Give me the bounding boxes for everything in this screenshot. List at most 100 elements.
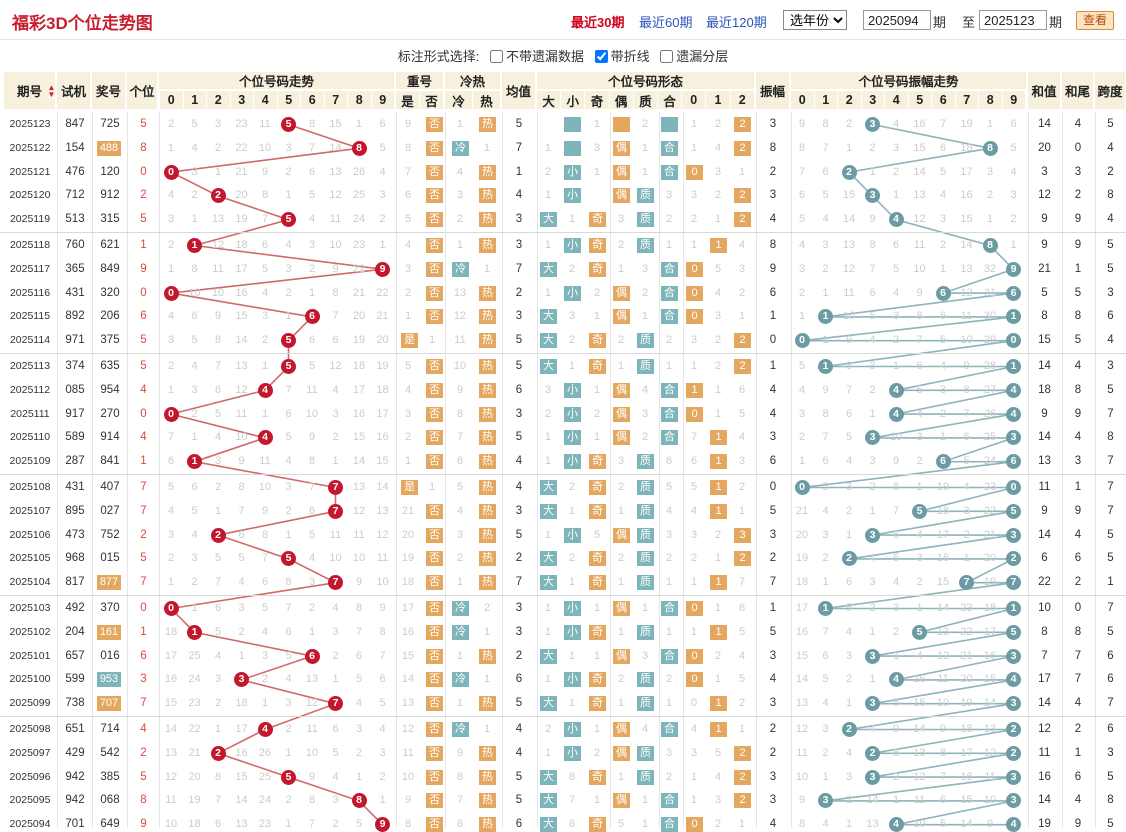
nav-recent-60[interactable]: 最近60期 [639, 15, 693, 30]
repeat-yes-omission: 2 [404, 286, 412, 299]
amp-omission: 5 [916, 383, 923, 396]
amp-omission: 1 [916, 481, 923, 493]
odd-omission: 1 [593, 383, 601, 396]
mod3-badge: 2 [734, 551, 751, 567]
trend-omission: 10 [188, 286, 201, 299]
trend-omission: 3 [191, 165, 198, 178]
amp-omission: 14 [913, 723, 926, 735]
trend-omission: 18 [352, 360, 366, 372]
trend-ball: 5 [281, 117, 296, 132]
span-cell: 6 [1107, 673, 1114, 686]
period-cell: 2025105 [9, 552, 51, 565]
big-badge: 大 [540, 648, 557, 664]
composite-omission: 2 [665, 334, 673, 347]
mod3-omission: 3 [690, 746, 698, 759]
cold-badge: 冷 [452, 261, 469, 277]
amp-digit-header: 7 [955, 91, 979, 110]
repeat-yes-omission: 7 [404, 165, 412, 178]
trend-omission: 3 [355, 723, 363, 735]
amp-omission: 4 [892, 118, 900, 130]
odd-omission: 1 [593, 431, 601, 444]
to-unit-label: 期 [1049, 15, 1063, 30]
trend-omission: 22 [376, 286, 389, 299]
trend-ball: 4 [257, 722, 273, 737]
amp-ball: 2 [1006, 745, 1021, 761]
mod3-omission: 1 [690, 794, 698, 807]
amp-omission: 1 [869, 407, 876, 420]
trend-omission: 17 [235, 723, 248, 735]
trend-omission: 5 [379, 697, 386, 710]
trend-omission: 5 [285, 649, 292, 662]
mod3-omission: 3 [690, 528, 698, 541]
trend-omission: 2 [261, 334, 269, 347]
from-period-input[interactable] [863, 10, 931, 30]
option-layered[interactable]: 遗漏分层 [660, 49, 728, 64]
mod3-omission: 1 [690, 141, 698, 154]
trend-omission: 4 [285, 455, 292, 468]
amp-cell: 3 [769, 794, 777, 807]
trend-omission: 13 [164, 746, 178, 759]
unit-cell: 2 [140, 528, 147, 541]
trend-omission: 1 [214, 723, 222, 735]
even-omission: 1 [617, 576, 625, 589]
trend-omission: 16 [164, 673, 178, 686]
sum-cell: 9 [1041, 407, 1048, 420]
amp-omission: 6 [963, 431, 970, 444]
amp-cell: 1 [769, 310, 777, 323]
trend-omission: 4 [191, 360, 198, 372]
amp-ball: 3 [1006, 648, 1021, 664]
trial-header: 试机 [57, 72, 91, 110]
tail-cell: 7 [1074, 649, 1082, 662]
trend-omission: 3 [285, 697, 292, 710]
unit-cell: 8 [140, 141, 147, 154]
trend-omission: 2 [332, 818, 339, 831]
avg-cell: 2 [515, 649, 523, 662]
trend-omission: 11 [353, 528, 365, 541]
trend-omission: 5 [308, 189, 316, 202]
form-group-header: 个位号码形态 [537, 72, 755, 90]
tail-cell: 6 [1074, 552, 1082, 565]
year-select[interactable]: 选年份 [783, 10, 847, 30]
amp-omission: 10 [842, 310, 856, 323]
small-badge: 小 [564, 722, 581, 737]
trend-digit-header: 3 [230, 91, 254, 110]
big-omission: 1 [544, 602, 552, 614]
trend-omission: 11 [329, 528, 342, 541]
query-button[interactable]: 查看 [1076, 11, 1114, 30]
trend-ball: 2 [210, 745, 226, 761]
column-divider [445, 112, 446, 828]
amp-omission: 3 [916, 552, 923, 565]
prime-badge: 质 [637, 333, 654, 349]
prize-cell: 621 [100, 239, 120, 251]
tail-cell: 9 [1074, 239, 1082, 251]
mod3-badge: 0 [686, 309, 703, 325]
mod3-omission: 5 [738, 625, 746, 638]
sort-arrows-icon[interactable]: ▲ ▼ [47, 82, 56, 99]
nav-recent-120[interactable]: 最近120期 [706, 15, 767, 30]
trend-omission: 5 [332, 746, 339, 759]
nav-recent-30[interactable]: 最近30期 [571, 15, 625, 30]
mod3-omission: 1 [738, 504, 746, 517]
trend-omission: 10 [305, 407, 319, 420]
to-period-input[interactable] [979, 10, 1047, 30]
even-omission: 1 [617, 770, 625, 783]
trend-omission: 2 [191, 576, 198, 589]
option-layered-checkbox[interactable] [660, 50, 674, 63]
period-header[interactable]: 期号 [4, 72, 56, 110]
amp-omission: 18 [960, 141, 973, 154]
option-polyline-checkbox[interactable] [594, 50, 608, 63]
trial-cell: 287 [65, 455, 85, 468]
mod3-badge: 2 [734, 769, 751, 785]
span-cell: 7 [1107, 697, 1114, 710]
option-polyline[interactable]: 带折线 [594, 49, 650, 64]
option-no-omission-checkbox[interactable] [489, 50, 503, 63]
hot-badge: 热 [479, 359, 496, 374]
big-badge: 大 [540, 575, 557, 591]
cold-badge: 冷 [452, 722, 469, 737]
small-badge: 小 [564, 601, 581, 616]
composite-omission: 3 [665, 189, 673, 202]
repeat-no-badge: 否 [426, 382, 443, 398]
trend-omission: 4 [308, 213, 316, 226]
option-no-omission[interactable]: 不带遗漏数据 [489, 49, 584, 64]
amp-omission: 3 [892, 310, 900, 323]
